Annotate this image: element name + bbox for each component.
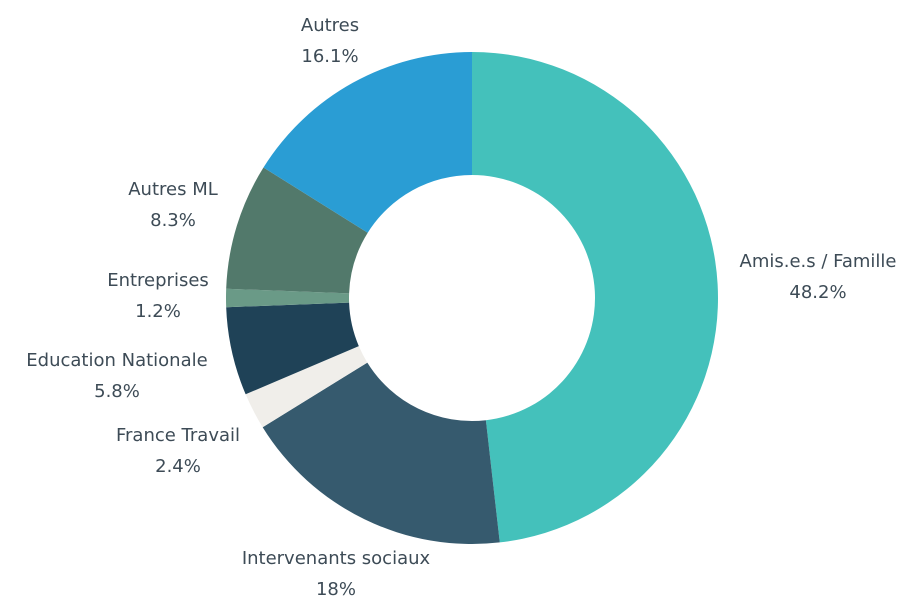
slice-label: Autres ML	[128, 179, 218, 200]
slice-value-label: 2.4%	[155, 456, 201, 477]
donut-slice	[226, 288, 350, 308]
donut-slice	[245, 346, 368, 428]
slice-value-label: 8.3%	[150, 210, 196, 231]
slice-value-label: 5.8%	[94, 381, 140, 402]
slice-label: Autres	[301, 15, 359, 36]
slice-value-label: 48.2%	[789, 282, 846, 303]
donut-slice	[226, 302, 359, 395]
slice-label: Intervenants sociaux	[242, 548, 431, 569]
slice-value-label: 1.2%	[135, 301, 181, 322]
slice-value-label: 18%	[316, 579, 356, 599]
donut-slice	[263, 52, 472, 233]
slice-label: Entreprises	[107, 270, 209, 291]
slice-label: Amis.e.s / Famille	[740, 251, 897, 272]
donut-slice	[226, 167, 368, 294]
slice-label: Education Nationale	[26, 350, 207, 371]
donut-slice	[472, 52, 718, 543]
slice-label: France Travail	[116, 425, 240, 446]
slice-value-label: 16.1%	[301, 46, 358, 67]
donut-slice	[262, 362, 500, 544]
